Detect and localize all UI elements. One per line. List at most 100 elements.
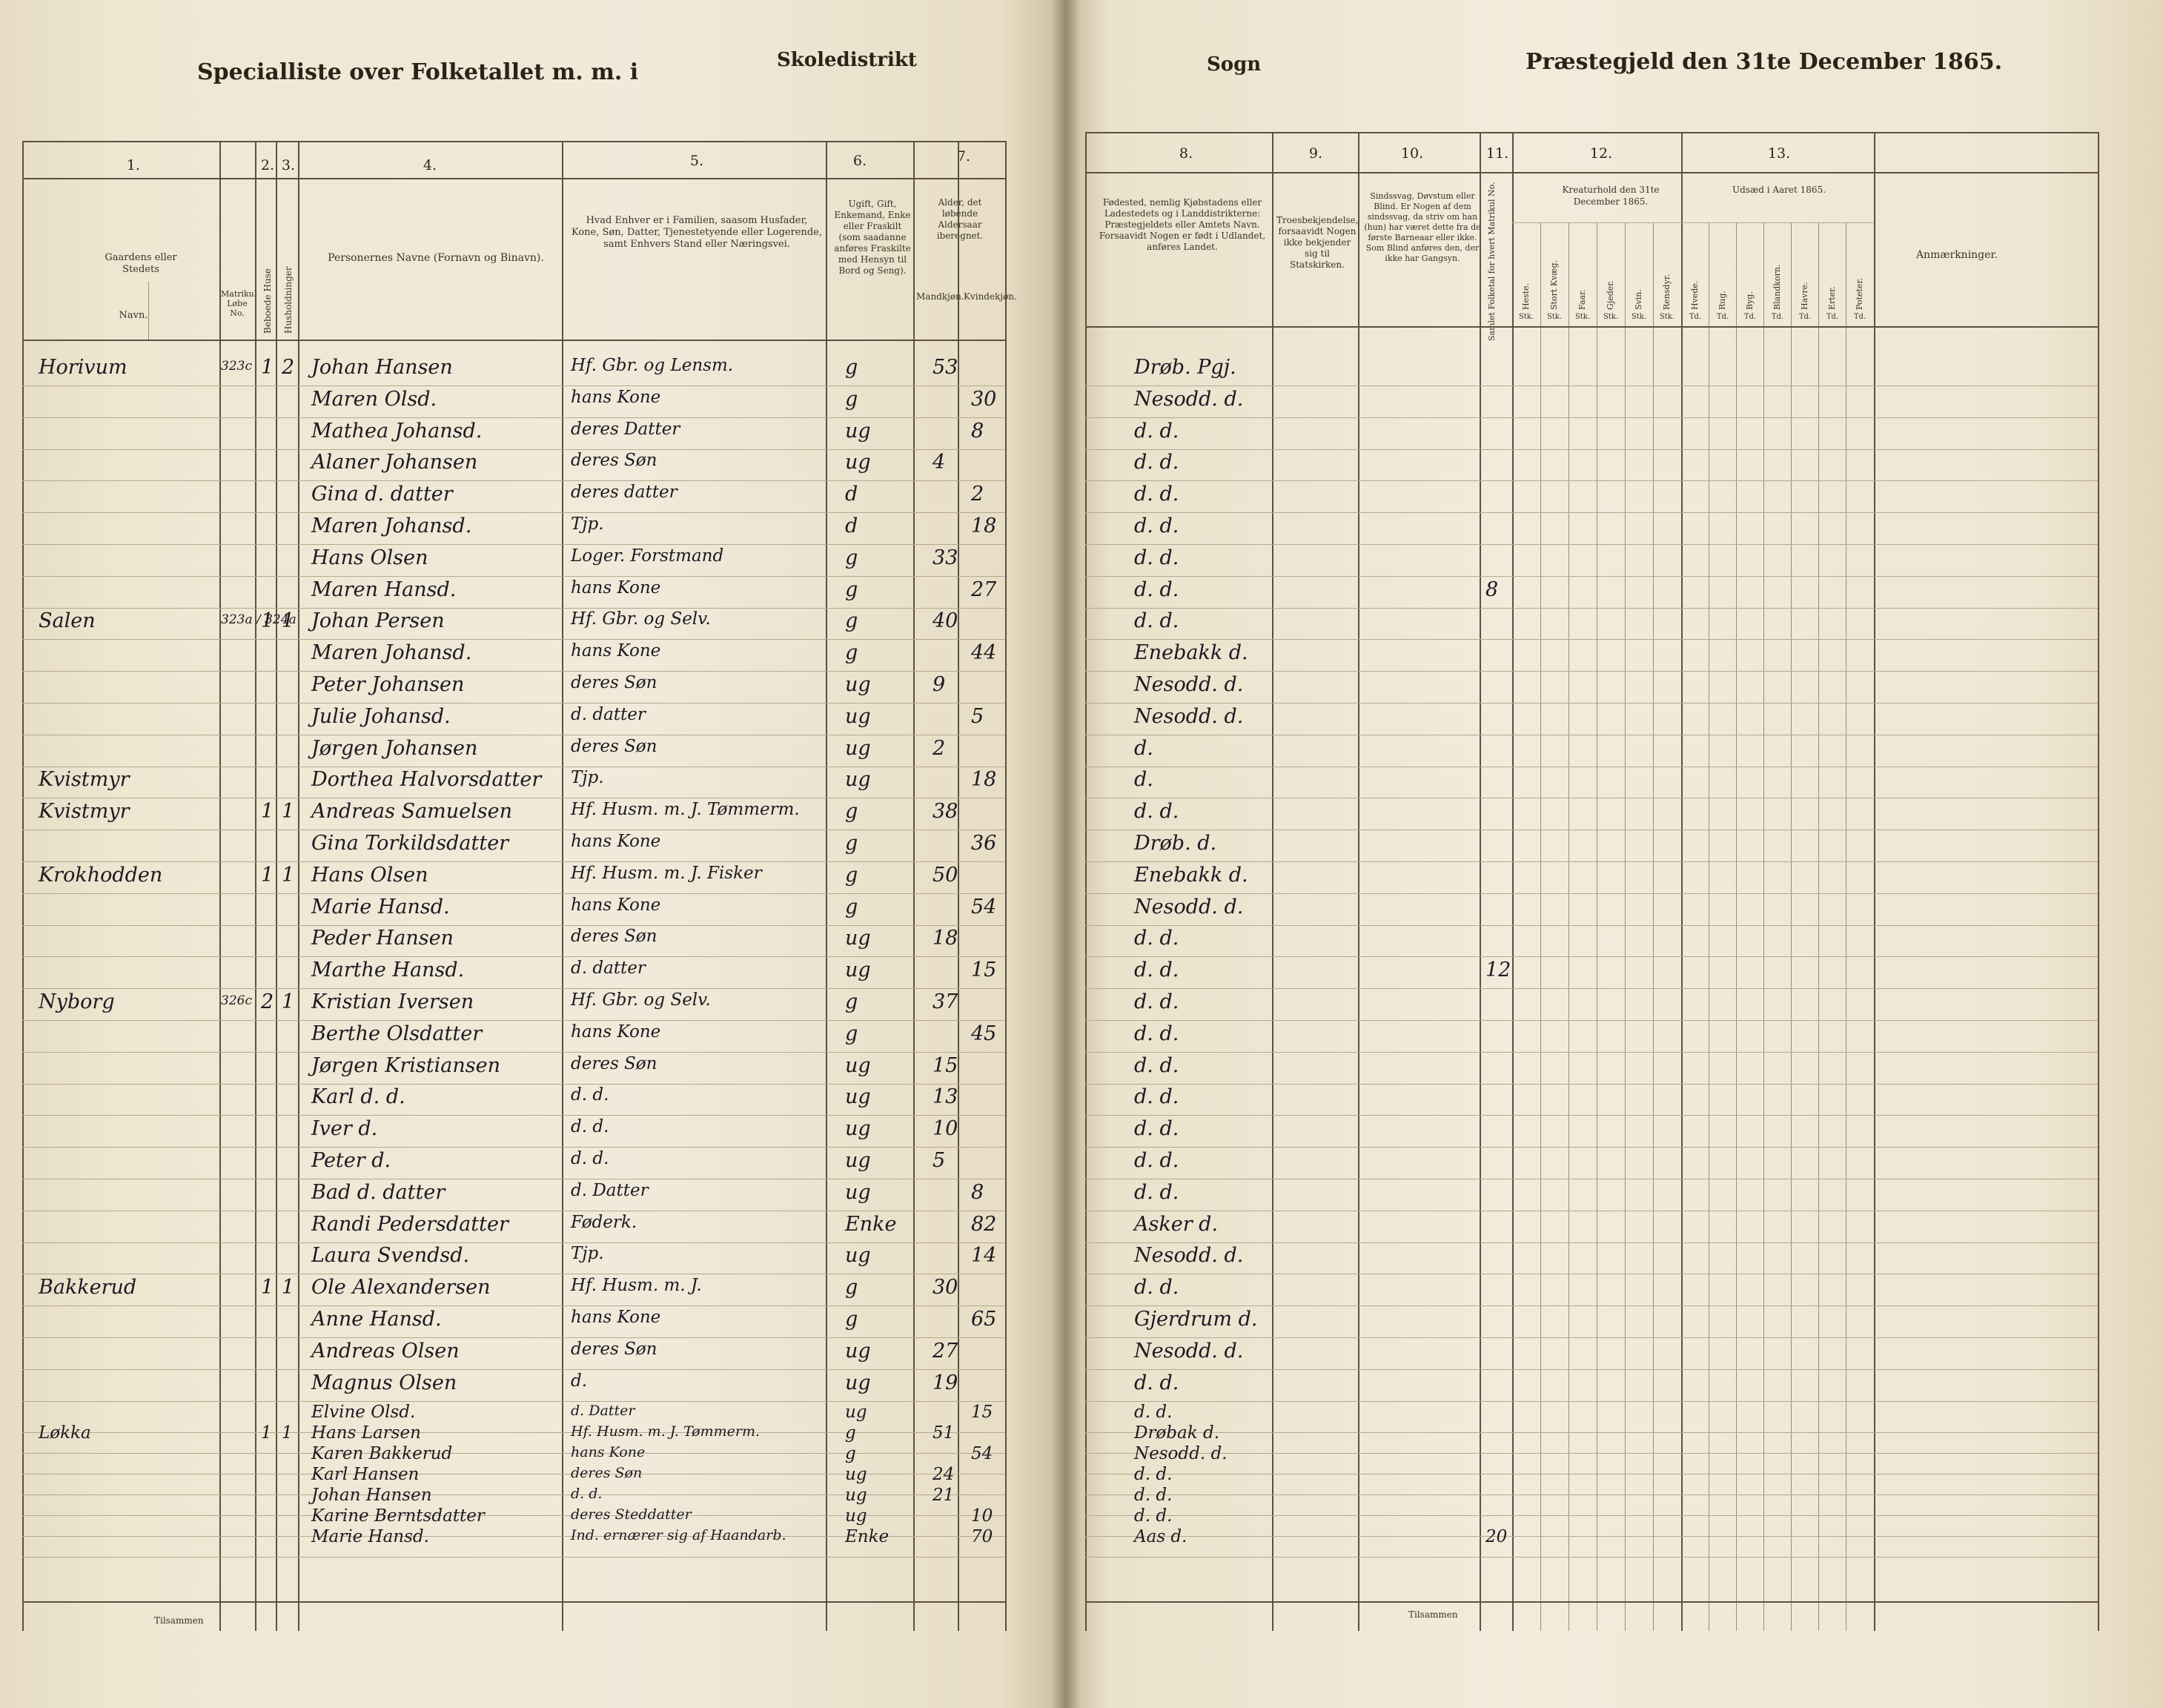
family-role: d. Datter bbox=[571, 1403, 635, 1419]
age-male: 9 bbox=[933, 673, 946, 696]
row-rule bbox=[22, 1515, 1005, 1516]
rp-edge-right bbox=[2098, 132, 2099, 1631]
right-page-title: Præstegjeld den 31te December 1865. bbox=[1526, 49, 2003, 75]
matrikul-no: 326c bbox=[221, 993, 252, 1008]
person-name: Kristian Iversen bbox=[311, 990, 474, 1013]
person-name: Jørgen Johansen bbox=[311, 737, 478, 760]
birthplace: d. d. bbox=[1134, 578, 1179, 601]
row-rule bbox=[1085, 1369, 2098, 1370]
civil-status: ug bbox=[845, 737, 871, 760]
family-role: d. d. bbox=[571, 1117, 609, 1136]
matrikul-total: 12 bbox=[1485, 959, 1511, 982]
birthplace: d. d. bbox=[1134, 959, 1179, 982]
sowing-unit: Td. bbox=[1771, 313, 1784, 321]
age-female: 10 bbox=[971, 1506, 993, 1526]
birthplace: d. d. bbox=[1134, 546, 1179, 569]
family-role-header: Hvad Enhver er i Familien, saasom Husfad… bbox=[571, 215, 823, 250]
civil-status: ug bbox=[845, 1486, 867, 1505]
households-count: 1 bbox=[282, 609, 295, 632]
row-rule bbox=[22, 1020, 1005, 1021]
age-male: 21 bbox=[933, 1486, 955, 1505]
birthplace: d. d. bbox=[1134, 1403, 1173, 1422]
houses-count: 1 bbox=[261, 864, 274, 887]
birthplace: d. d. bbox=[1134, 1465, 1173, 1484]
farm-name: Salen bbox=[39, 609, 96, 632]
age-male: 27 bbox=[933, 1340, 958, 1363]
family-role: Ind. ernærer sig af Haandarb. bbox=[571, 1527, 786, 1543]
total-per-matrikul-header: Samlet Folketal for hvert Matrikul No. bbox=[1487, 182, 1497, 341]
farm-name: Kvistmyr bbox=[39, 800, 130, 823]
sowing-sub-label: Blandkorn. bbox=[1772, 264, 1782, 310]
livestock-unit: Stk. bbox=[1603, 313, 1619, 321]
age-male: 50 bbox=[933, 864, 958, 887]
family-role: hans Kone bbox=[571, 641, 661, 661]
rp-livestock-sub bbox=[1540, 222, 1541, 1631]
sowing-sub-label: Poteter. bbox=[1855, 278, 1864, 310]
family-role: deres Søn bbox=[571, 451, 657, 470]
birthplace: Drøb. Pgj. bbox=[1134, 356, 1236, 379]
lp-farm-subdiv bbox=[148, 282, 149, 341]
civil-status: g bbox=[845, 388, 858, 411]
left-total-label: Tilsammen bbox=[154, 1615, 204, 1626]
person-names-header: Personernes Navne (Fornavn og Binavn). bbox=[328, 252, 544, 264]
row-rule bbox=[22, 1453, 1005, 1454]
row-rule bbox=[22, 512, 1005, 513]
birthplace: d. d. bbox=[1134, 420, 1179, 443]
row-rule bbox=[1085, 1432, 2098, 1433]
age-male: 13 bbox=[933, 1085, 958, 1108]
col-num-3: 3. bbox=[281, 157, 296, 173]
row-rule bbox=[1085, 893, 2098, 894]
family-role: d. d. bbox=[571, 1085, 609, 1105]
row-rule bbox=[1085, 1536, 2098, 1537]
civil-status: ug bbox=[845, 1506, 867, 1526]
person-name: Marthe Hansd. bbox=[311, 959, 465, 982]
civil-status: g bbox=[845, 800, 858, 823]
col-num-2: 2. bbox=[260, 157, 275, 173]
person-name: Randi Pedersdatter bbox=[311, 1213, 509, 1236]
col-num-7: 7. bbox=[956, 148, 971, 165]
row-rule bbox=[22, 1115, 1005, 1116]
age-male: 37 bbox=[933, 990, 958, 1013]
row-rule bbox=[22, 925, 1005, 926]
rp-sowing-sub bbox=[1791, 222, 1792, 1631]
person-name: Bad d. datter bbox=[311, 1181, 445, 1204]
livestock-sub-label: Gjeder. bbox=[1606, 280, 1615, 310]
rp-top-rule bbox=[1085, 132, 2098, 133]
birthplace: Nesodd. d. bbox=[1134, 388, 1244, 411]
person-name: Berthe Olsdatter bbox=[311, 1022, 483, 1045]
age-female: 54 bbox=[971, 1444, 993, 1463]
family-role: hans Kone bbox=[571, 832, 661, 851]
col-num-6: 6. bbox=[852, 153, 867, 169]
row-rule bbox=[22, 608, 1005, 609]
person-name: Karl d. d. bbox=[311, 1085, 405, 1108]
livestock-sub-label: Faar. bbox=[1577, 289, 1587, 310]
civil-status: g bbox=[845, 832, 858, 855]
lp-col7-mid bbox=[958, 141, 959, 1631]
rp-col13 bbox=[1681, 132, 1683, 1631]
birthplace: d. d. bbox=[1134, 990, 1179, 1013]
rp-bottom-rule bbox=[1085, 1601, 2098, 1603]
farm-name-header: Navn. bbox=[119, 310, 148, 321]
age-female: 30 bbox=[971, 388, 997, 411]
row-rule bbox=[1085, 1305, 2098, 1306]
row-rule bbox=[22, 703, 1005, 704]
age-female: 82 bbox=[971, 1213, 997, 1236]
row-rule bbox=[22, 893, 1005, 894]
row-rule bbox=[1085, 1115, 2098, 1116]
age-male: 18 bbox=[933, 927, 958, 950]
households-count: 1 bbox=[282, 1276, 295, 1299]
lp-col5 bbox=[562, 141, 563, 1631]
age-female: 8 bbox=[971, 1181, 984, 1204]
person-name: Karine Berntsdatter bbox=[311, 1506, 485, 1526]
birthplace: Nesodd. d. bbox=[1134, 1444, 1228, 1463]
civil-status: g bbox=[845, 1276, 858, 1299]
age-female: 70 bbox=[971, 1527, 993, 1546]
row-rule bbox=[22, 988, 1005, 989]
age-male: 33 bbox=[933, 546, 958, 569]
sowing-header: Udsæd i Aaret 1865. bbox=[1732, 185, 1826, 195]
left-page-title: Specialliste over Folketallet m. m. i bbox=[197, 59, 639, 85]
farm-name: Løkka bbox=[39, 1423, 91, 1443]
age-male: 30 bbox=[933, 1276, 958, 1299]
birthplace: Aas d. bbox=[1134, 1527, 1188, 1546]
civil-status: ug bbox=[845, 959, 871, 982]
